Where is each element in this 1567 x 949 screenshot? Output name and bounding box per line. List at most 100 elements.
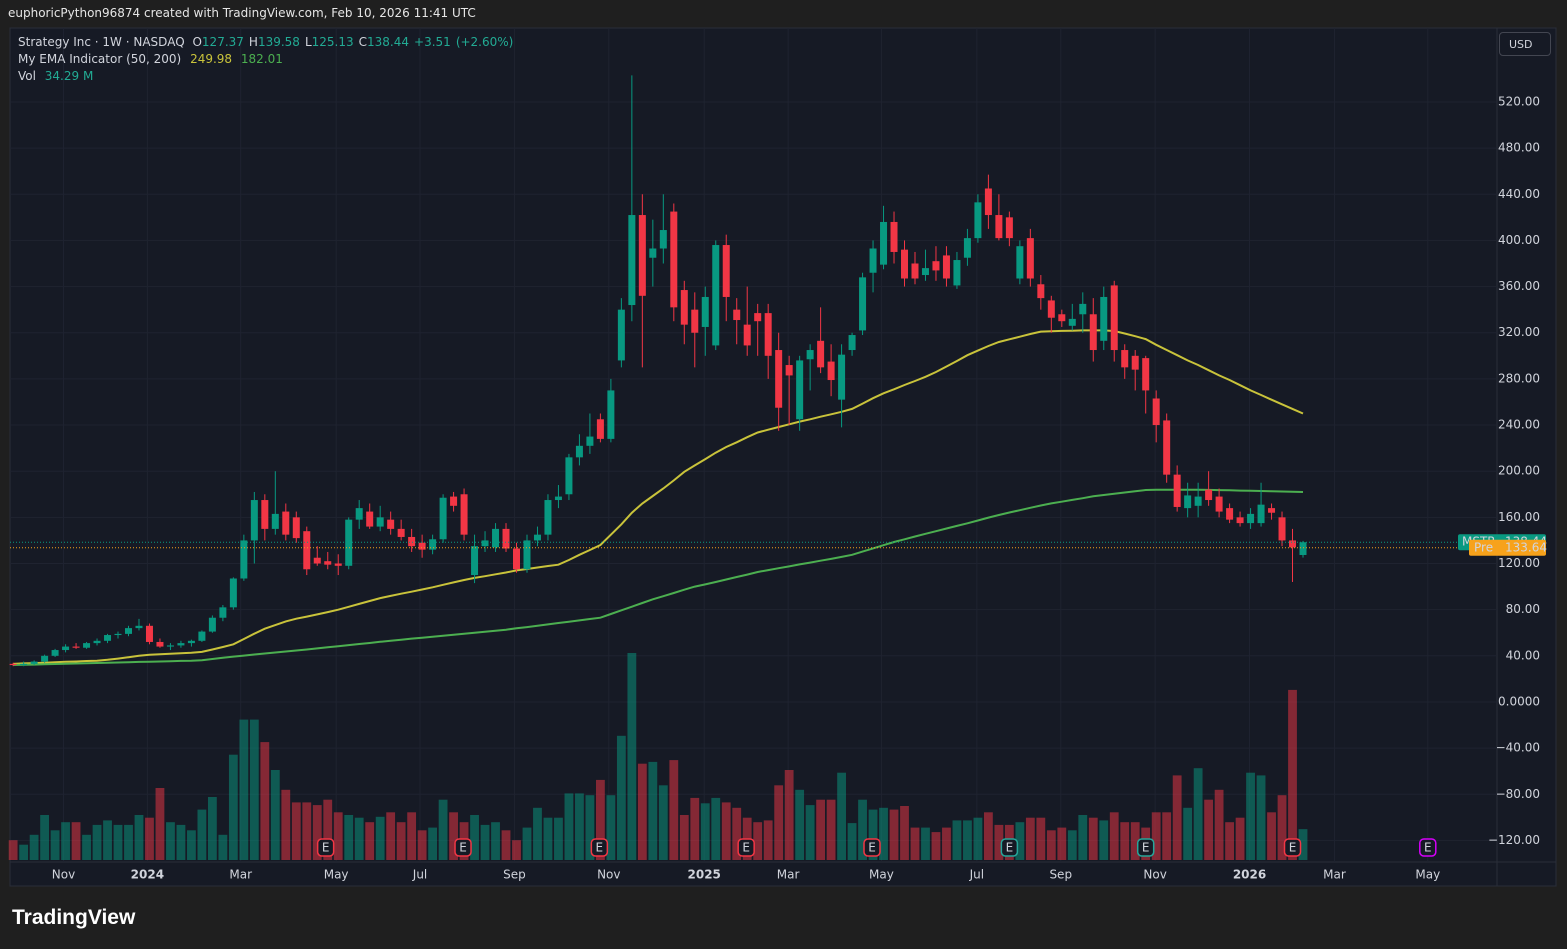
high: 139.58 [257,35,300,49]
candle-body [1257,504,1265,524]
x-tick-label: Mar [229,868,252,882]
candle-body [324,561,332,565]
candle-body [156,641,164,647]
candle-body [439,497,447,540]
candle-body [124,628,132,634]
earnings-label: E [868,841,876,855]
earnings-label: E [1289,841,1297,855]
candle-body [30,661,38,664]
candle-body [366,511,374,527]
volume-bar [533,807,542,860]
candle-body [932,261,940,271]
candle-body [733,309,741,321]
currency-button[interactable]: USD [1499,32,1551,56]
volume-bar [82,834,91,860]
volume-bar [784,770,794,860]
attribution: euphoricPython96874 created with Trading… [8,6,476,20]
volume-bar [249,719,259,860]
close: 138.44 [367,35,410,49]
volume-bar [1193,768,1203,860]
candle-body [1142,358,1150,391]
candle-body [817,340,825,368]
earnings-marker [454,838,472,857]
candle-body [691,309,699,333]
y-tick-label: 0.0000 [1498,694,1540,708]
volume-bar [973,817,983,860]
volume-bar [470,815,479,860]
candle-body [62,646,70,651]
change: +3.51 [414,35,451,49]
y-tick-label: 80.00 [1506,602,1540,616]
candle-body [313,557,321,564]
volume-bar [176,824,186,860]
candle-body [1121,350,1129,368]
volume-bar [931,832,941,860]
candle-body [712,245,720,346]
volume-bar [396,822,406,860]
candle-body [271,513,279,529]
volume-bar [805,805,815,860]
candle-body [806,350,814,360]
earnings-marker [1136,838,1155,857]
candle-body [114,633,122,636]
candle-body [1005,217,1013,239]
volume-bar [1256,775,1266,860]
candle-body [869,248,877,273]
candle-body [628,215,636,306]
volume-bar [1183,807,1193,860]
candle-body [1184,495,1192,509]
x-tick-label: May [324,868,349,882]
earnings-marker [316,838,335,857]
candle-body [345,519,353,566]
earnings-marker [1283,838,1302,857]
candle-body [51,650,59,656]
candle-body [974,202,982,239]
pre-tag [1469,539,1546,556]
volume-bar [575,793,584,860]
x-tick-label: Nov [1143,868,1166,882]
y-tick-label: 40.00 [1506,648,1540,662]
volume-bar [1025,817,1035,860]
candle-body [1068,318,1076,326]
earnings-label: E [1424,841,1432,855]
volume-bar [826,799,836,860]
volume-bar [543,817,553,860]
volume-bar [690,797,700,860]
candle-body [785,365,793,376]
volume-bar [910,827,920,860]
candle-body [1173,474,1181,507]
candle-body [554,496,562,501]
candle-body [208,617,216,632]
volume-bar [1015,822,1025,860]
candle-body [680,290,688,325]
candle-body [1205,489,1213,501]
y-tick-label: −40.00 [1496,741,1540,755]
volume-bar [637,763,647,860]
volume-bar [522,827,532,860]
volume-bar [868,809,878,860]
candle-body [607,390,615,439]
volume-bar [417,830,427,860]
candle-body [292,517,300,539]
legend-row: Vol 34.29 M [18,68,518,85]
volume-bar [438,799,448,860]
volume-bar [449,812,458,860]
volume-bar [29,834,39,860]
volume-bar [585,795,595,860]
x-tick-label: 2025 [688,868,721,882]
candle-body [565,457,573,495]
volume-bar [491,822,500,860]
y-tick-label: −120.00 [1488,833,1540,847]
volume-bar [679,815,689,860]
candle-body [1100,296,1108,341]
candle-body [1247,513,1255,524]
candle-body [638,215,646,296]
earnings-label: E [742,841,750,855]
volume-bar [942,827,951,860]
candle-body [177,643,185,646]
candle-body [355,508,363,520]
candle-body [408,536,416,547]
candle-body [1037,284,1045,299]
candle-body [481,540,489,547]
x-tick-label: May [1415,868,1440,882]
